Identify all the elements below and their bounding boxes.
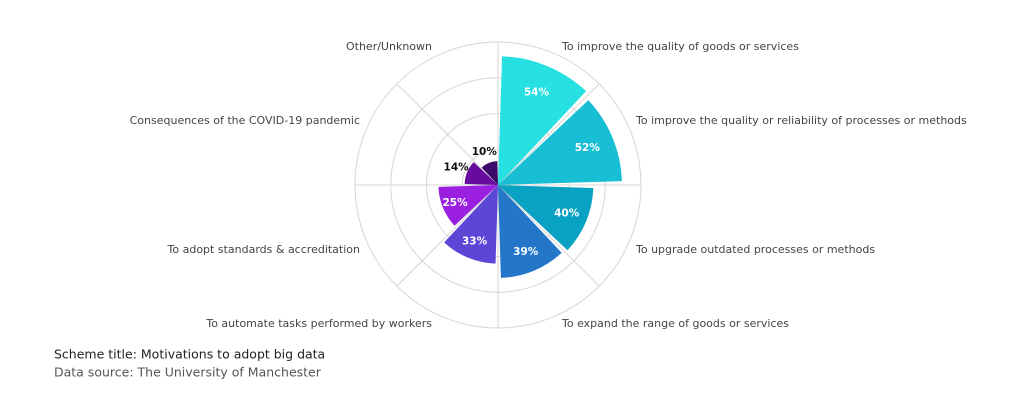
value-label: 54% xyxy=(524,86,550,98)
grid-circle xyxy=(390,77,606,293)
wedge xyxy=(498,56,587,185)
wedge xyxy=(498,100,622,185)
wedge xyxy=(438,185,498,226)
category-label: To improve the quality of goods or servi… xyxy=(561,40,799,53)
wedge xyxy=(464,162,498,185)
value-label: 14% xyxy=(444,162,470,174)
wedge xyxy=(444,185,498,264)
wedge xyxy=(498,185,594,251)
category-label: To improve the quality or reliability of… xyxy=(635,114,967,127)
category-label: To upgrade outdated processes or methods xyxy=(635,243,875,256)
wedge xyxy=(498,185,562,278)
value-label: 39% xyxy=(513,246,539,258)
category-label: Consequences of the COVID-19 pandemic xyxy=(130,114,360,127)
category-label: To expand the range of goods or services xyxy=(561,317,789,330)
value-label: 33% xyxy=(462,236,488,248)
grid-circle xyxy=(461,148,535,222)
value-label: 10% xyxy=(472,146,498,158)
grid-circle xyxy=(426,113,570,257)
value-label: 52% xyxy=(575,142,601,154)
source: Data source: The University of Mancheste… xyxy=(54,365,322,380)
chart-title: Scheme title: Motivations to adopt big d… xyxy=(54,347,325,362)
category-label: To adopt standards & accreditation xyxy=(167,243,360,256)
grid-circle xyxy=(354,41,642,329)
value-label: 25% xyxy=(442,197,468,209)
value-label: 40% xyxy=(554,207,580,219)
wedge xyxy=(481,161,498,185)
category-label: Other/Unknown xyxy=(346,40,432,53)
category-label: To automate tasks performed by workers xyxy=(205,317,432,330)
